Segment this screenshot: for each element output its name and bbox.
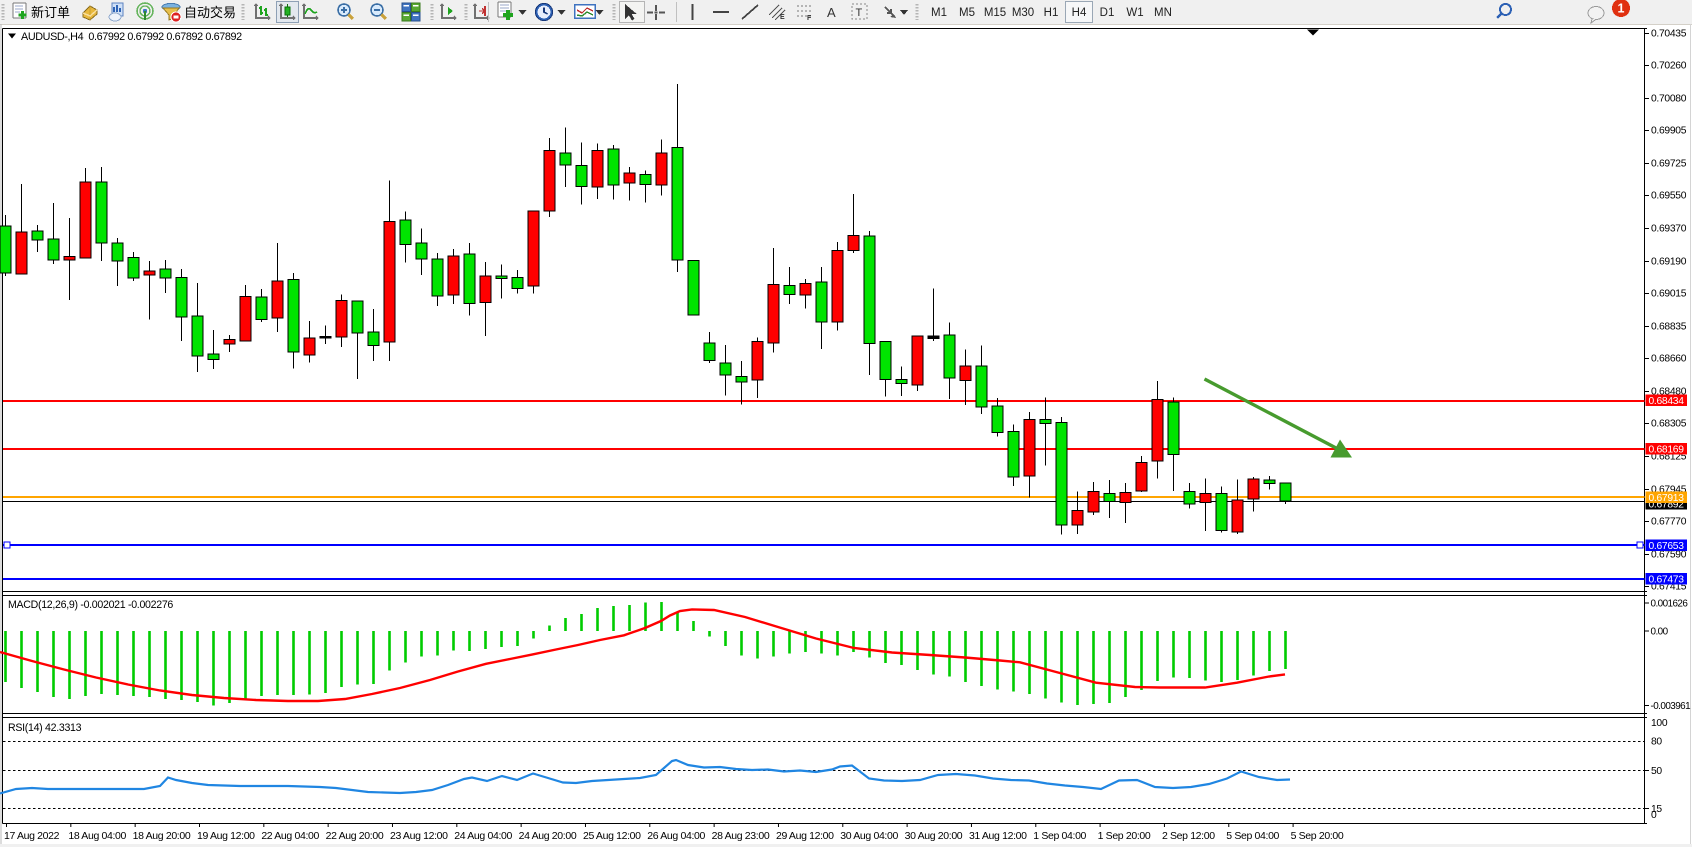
svg-text:2 Sep 12:00: 2 Sep 12:00 — [1162, 830, 1215, 842]
svg-text:0.69725: 0.69725 — [1651, 159, 1687, 170]
svg-text:0.68480: 0.68480 — [1651, 387, 1687, 398]
svg-text:0.67653: 0.67653 — [1649, 541, 1685, 552]
svg-text:0.001626: 0.001626 — [1651, 599, 1689, 610]
svg-text:W1: W1 — [1126, 7, 1143, 19]
svg-text:AUDUSD-,H4 0.67992 0.67992 0.: AUDUSD-,H4 0.67992 0.67992 0.67892 0.678… — [21, 31, 242, 43]
svg-text:MN: MN — [1154, 7, 1172, 19]
svg-text:19 Aug 12:00: 19 Aug 12:00 — [197, 830, 255, 842]
svg-text:0.69015: 0.69015 — [1651, 289, 1687, 300]
svg-text:0.70260: 0.70260 — [1651, 61, 1687, 72]
svg-text:D1: D1 — [1100, 7, 1115, 19]
svg-text:18 Aug 20:00: 18 Aug 20:00 — [133, 830, 191, 842]
svg-text:0.68305: 0.68305 — [1651, 419, 1687, 430]
svg-text:H1: H1 — [1044, 7, 1059, 19]
svg-text:24 Aug 20:00: 24 Aug 20:00 — [519, 830, 577, 842]
svg-text:MACD(12,26,9) -0.002021 -0.002: MACD(12,26,9) -0.002021 -0.002276 — [8, 599, 173, 611]
svg-text:0.70080: 0.70080 — [1651, 94, 1687, 105]
svg-text:0.69550: 0.69550 — [1651, 191, 1687, 202]
svg-text:0.69190: 0.69190 — [1651, 257, 1687, 268]
svg-text:26 Aug 04:00: 26 Aug 04:00 — [647, 830, 705, 842]
svg-text:22 Aug 20:00: 22 Aug 20:00 — [326, 830, 384, 842]
svg-text:0.00: 0.00 — [1651, 627, 1669, 638]
svg-text:0.69370: 0.69370 — [1651, 224, 1687, 235]
svg-text:50: 50 — [1651, 766, 1662, 777]
svg-text:1: 1 — [1618, 2, 1625, 16]
svg-text:0.68660: 0.68660 — [1651, 354, 1687, 365]
svg-text:80: 80 — [1651, 737, 1662, 748]
svg-text:0.67913: 0.67913 — [1649, 493, 1685, 504]
svg-text:H4: H4 — [1072, 7, 1087, 19]
svg-text:M15: M15 — [984, 7, 1006, 19]
svg-text:0.68169: 0.68169 — [1649, 445, 1685, 456]
svg-text:0.68125: 0.68125 — [1651, 452, 1687, 463]
svg-text:0: 0 — [1651, 810, 1657, 821]
svg-text:M1: M1 — [931, 7, 947, 19]
svg-text:RSI(14) 42.3313: RSI(14) 42.3313 — [8, 722, 82, 734]
svg-text:自动交易: 自动交易 — [184, 5, 236, 20]
svg-text:M5: M5 — [959, 7, 975, 19]
svg-text:A: A — [827, 5, 836, 20]
svg-text:1 Sep 04:00: 1 Sep 04:00 — [1033, 830, 1086, 842]
svg-text:1 Sep 20:00: 1 Sep 20:00 — [1098, 830, 1151, 842]
svg-text:F: F — [807, 15, 812, 22]
svg-text:E: E — [780, 14, 785, 21]
svg-text:0.67892: 0.67892 — [1649, 500, 1685, 511]
svg-text:0.67770: 0.67770 — [1651, 517, 1687, 528]
svg-text:24 Aug 04:00: 24 Aug 04:00 — [454, 830, 512, 842]
svg-text:29 Aug 12:00: 29 Aug 12:00 — [776, 830, 834, 842]
svg-text:23 Aug 12:00: 23 Aug 12:00 — [390, 830, 448, 842]
svg-text:30 Aug 04:00: 30 Aug 04:00 — [840, 830, 898, 842]
svg-text:18 Aug 04:00: 18 Aug 04:00 — [68, 830, 126, 842]
svg-text:31 Aug 12:00: 31 Aug 12:00 — [969, 830, 1027, 842]
svg-text:0.68434: 0.68434 — [1649, 396, 1685, 407]
svg-text:0.67590: 0.67590 — [1651, 550, 1687, 561]
svg-text:新订单: 新订单 — [31, 5, 70, 20]
svg-text:0.67473: 0.67473 — [1649, 575, 1685, 586]
svg-text:28 Aug 23:00: 28 Aug 23:00 — [712, 830, 770, 842]
svg-text:5 Sep 20:00: 5 Sep 20:00 — [1291, 830, 1344, 842]
svg-text:0.67415: 0.67415 — [1651, 582, 1687, 593]
svg-text:0.69905: 0.69905 — [1651, 126, 1687, 137]
svg-text:5 Sep 04:00: 5 Sep 04:00 — [1226, 830, 1279, 842]
svg-text:25 Aug 12:00: 25 Aug 12:00 — [583, 830, 641, 842]
svg-text:-0.003961: -0.003961 — [1651, 701, 1692, 712]
svg-text:0.67945: 0.67945 — [1651, 485, 1687, 496]
svg-text:T: T — [856, 7, 863, 19]
svg-text:M30: M30 — [1012, 7, 1034, 19]
svg-text:0.70435: 0.70435 — [1651, 29, 1687, 40]
svg-text:30 Aug 20:00: 30 Aug 20:00 — [905, 830, 963, 842]
svg-text:0.68835: 0.68835 — [1651, 322, 1687, 333]
svg-text:17 Aug 2022: 17 Aug 2022 — [4, 830, 60, 842]
svg-text:100: 100 — [1651, 718, 1668, 729]
svg-text:22 Aug 04:00: 22 Aug 04:00 — [261, 830, 319, 842]
svg-text:15: 15 — [1651, 804, 1662, 815]
